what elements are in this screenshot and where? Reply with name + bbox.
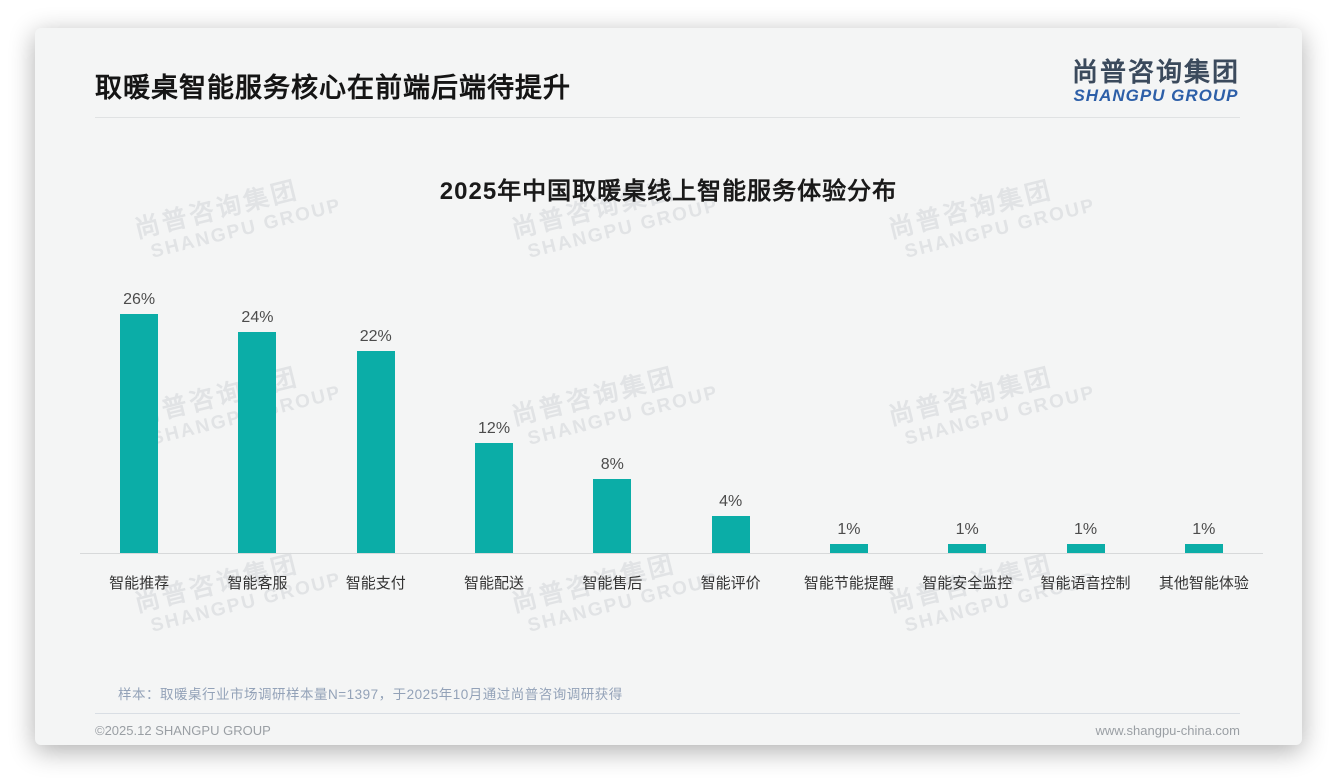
bar-chart-plot-area: 26% 24% 22% 12% 8% 4% 1% 1% 1% 1% [80,268,1263,554]
bar [711,516,750,553]
bar-value-label: 1% [1192,521,1216,538]
bar [948,544,987,553]
bar-column: 26% [80,291,198,553]
bar-value-label: 4% [719,493,743,510]
bar-value-label: 26% [123,291,156,308]
bar-column: 4% [671,493,789,553]
bar [1066,544,1105,553]
bar-value-label: 22% [359,328,392,345]
bar-column: 1% [790,521,908,553]
footer: ©2025.12 SHANGPU GROUP www.shangpu-china… [95,713,1240,738]
bar-category-label: 智能评价 [700,575,761,592]
bar-column: 1% [1145,521,1263,553]
bar-category-label: 智能节能提醒 [803,575,894,592]
bar-category-label: 智能客服 [227,575,288,592]
x-axis-category-labels: 智能推荐 智能客服 智能支付 智能配送 智能售后 智能评价 智能节能提醒 智能安全监控 智能语音… [80,554,1263,593]
bar-value-label: 8% [600,456,624,473]
bar-category-label: 智能安全监控 [922,575,1013,592]
footer-website: www.shangpu-china.com [1095,723,1240,738]
sample-note: 样本：取暖桌行业市场调研样本量N=1397，于2025年10月通过尚普咨询调研获… [118,687,623,702]
logo-english-text: SHANGPU GROUP [1073,86,1239,105]
bar-value-label: 1% [1073,521,1098,538]
slide-card: 尚普咨询集团 SHANGPU GROUP 尚普咨询集团 SHANGPU GROUP 尚普… [35,28,1302,745]
bar-category-label: 智能支付 [345,575,406,592]
bar-value-label: 1% [837,521,861,538]
bar [593,479,632,553]
bar [120,314,159,553]
bar-column: 22% [317,328,435,553]
bar-category-label: 智能语音控制 [1040,575,1131,592]
bar-column: 1% [908,521,1026,553]
bar-column: 24% [198,309,316,553]
bar-category-label: 智能售后 [582,575,643,592]
bar-column: 1% [1026,521,1144,553]
bar-value-label: 12% [478,420,511,437]
bar [356,351,395,553]
bar [1184,544,1223,553]
bar-category-label: 智能配送 [464,575,525,592]
bar-column: 12% [435,420,553,553]
bar [238,332,277,553]
bar [829,544,868,553]
company-logo: 尚普咨询集团 SHANGPU GROUP [1072,58,1240,106]
page-title: 取暖桌智能服务核心在前端后端待提升 [95,73,571,103]
bar-category-label: 其他智能体验 [1158,575,1249,592]
bar-value-label: 1% [955,521,979,538]
bar-category-label: 智能推荐 [109,575,170,592]
logo-chinese-text: 尚普咨询集团 [1071,57,1240,87]
bar-value-label: 24% [241,309,274,326]
bar-column: 8% [553,456,671,553]
footer-copyright: ©2025.12 SHANGPU GROUP [95,723,271,738]
chart-title: 2025年中国取暖桌线上智能服务体验分布 [439,178,898,205]
bar [475,443,514,553]
header: 取暖桌智能服务核心在前端后端待提升 [95,70,1240,118]
